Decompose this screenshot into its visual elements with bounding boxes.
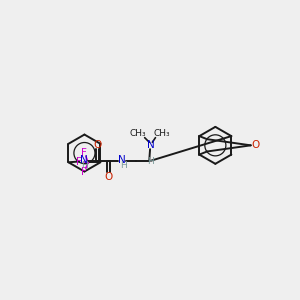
Text: CH₃: CH₃ [129, 128, 146, 137]
Text: N: N [118, 155, 126, 165]
Text: F: F [81, 148, 87, 158]
Text: H: H [148, 157, 154, 166]
Text: O: O [94, 140, 102, 150]
Text: O: O [104, 172, 112, 182]
Text: F: F [81, 167, 87, 176]
Text: H: H [120, 161, 127, 170]
Text: O: O [251, 140, 260, 150]
Text: H: H [81, 161, 88, 170]
Text: N: N [80, 155, 88, 165]
Text: N: N [147, 140, 155, 150]
Text: CH₃: CH₃ [153, 128, 170, 137]
Text: F: F [76, 157, 82, 167]
